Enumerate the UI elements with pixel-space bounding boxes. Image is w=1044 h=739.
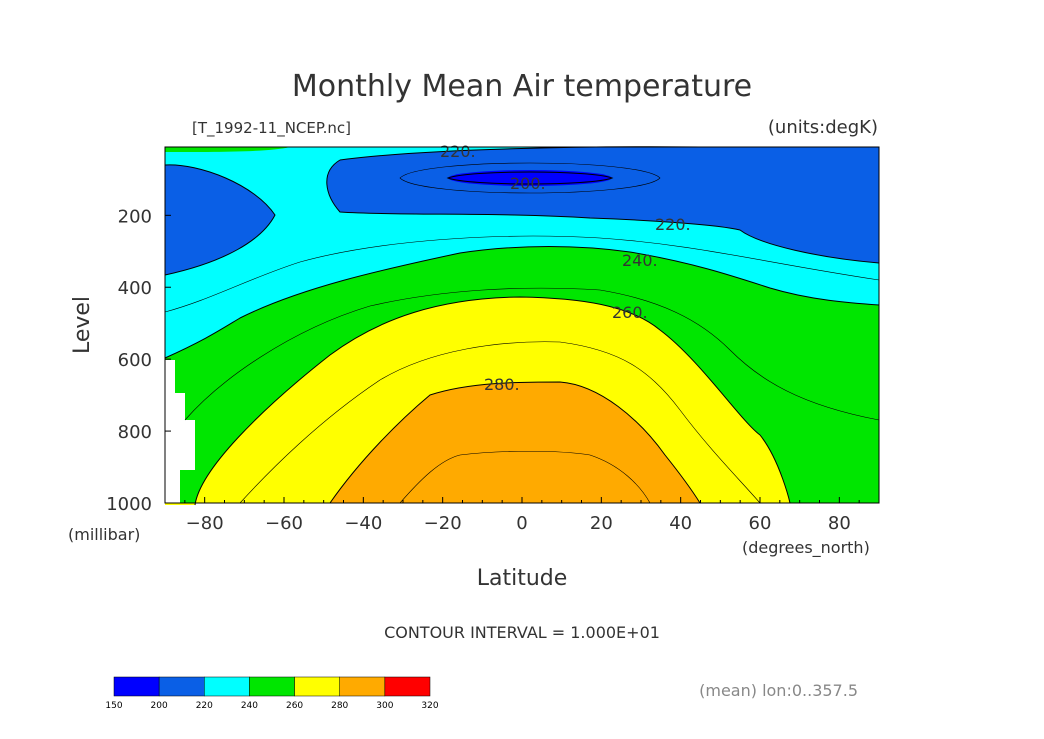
y-axis-title: Level xyxy=(70,296,95,354)
x-tick-label: 60 xyxy=(749,513,772,534)
fill-band-below-200 xyxy=(448,170,612,186)
colorbar-label: 240 xyxy=(241,701,258,711)
contour-line-230 xyxy=(164,235,880,313)
contour-line-220-left xyxy=(164,164,276,276)
y-tick-label: 400 xyxy=(118,278,152,299)
x-tick-label: −60 xyxy=(265,513,303,534)
fill-band-200-220-left xyxy=(165,164,275,275)
fill-band-280-300 xyxy=(330,382,700,503)
y-tick-label: 200 xyxy=(118,206,152,227)
y-tick-label: 600 xyxy=(118,350,152,371)
contour-lines xyxy=(164,146,880,506)
colorbar-swatch xyxy=(249,676,295,697)
x-tick-label: 40 xyxy=(669,513,692,534)
contour-line-280 xyxy=(329,381,701,504)
contour-labels: 220. 200. 220. 240. 260. 280. xyxy=(440,142,691,394)
y-tick-label: 1000 xyxy=(106,494,152,515)
contour-label: 220. xyxy=(655,215,691,234)
colorbar-swatch xyxy=(294,676,340,697)
contour-label: 200. xyxy=(510,174,546,193)
colorbar-swatch xyxy=(113,676,160,697)
colorbar-swatch xyxy=(384,676,431,697)
contour-line-250 xyxy=(184,287,880,421)
contour-label: 220. xyxy=(440,142,476,161)
footer-text: (mean) lon:0..357.5 xyxy=(699,681,858,700)
colorbar-swatch xyxy=(339,676,386,697)
colorbar-swatch xyxy=(158,676,205,697)
x-tick-label: −80 xyxy=(186,513,224,534)
colorbar-label: 280 xyxy=(331,701,348,711)
missing-data-region xyxy=(165,360,195,503)
contour-line-210 xyxy=(399,162,661,194)
y-tick-label: 800 xyxy=(118,422,152,443)
fill-band-240-260-top xyxy=(165,147,290,152)
x-axis-units: (degrees_north) xyxy=(742,538,870,558)
plot-area: 220. 200. 220. 240. 260. 280. xyxy=(164,142,880,506)
colorbar-label: 150 xyxy=(105,701,122,711)
x-axis: −80 −60 −40 −20 0 20 40 60 80 xyxy=(164,497,880,534)
contour-line-260 xyxy=(194,296,791,506)
colorbar-swatch xyxy=(204,676,250,697)
contour-label: 240. xyxy=(622,251,658,270)
x-tick-label: 80 xyxy=(828,513,851,534)
contour-interval-text: CONTOUR INTERVAL = 1.000E+01 xyxy=(384,623,660,642)
x-tick-label: 0 xyxy=(516,513,527,534)
units-label: (units:degK) xyxy=(768,117,878,138)
x-tick-label: −40 xyxy=(344,513,382,534)
source-label: [T_1992-11_NCEP.nc] xyxy=(192,119,351,138)
chart-title: Monthly Mean Air temperature xyxy=(292,69,752,104)
contour-label: 280. xyxy=(484,375,520,394)
colorbar-label: 220 xyxy=(196,701,213,711)
contour-line-200 xyxy=(446,171,614,185)
colorbar: 150 200 220 240 260 280 300 320 xyxy=(105,676,439,711)
colorbar-label: 200 xyxy=(151,701,168,711)
contour-line-290 xyxy=(399,450,651,504)
y-axis-units: (millibar) xyxy=(68,525,140,544)
x-axis-title: Latitude xyxy=(477,566,568,591)
colorbar-label: 300 xyxy=(376,701,393,711)
contour-line-270 xyxy=(239,341,761,504)
contour-line-240 xyxy=(164,246,880,359)
x-tick-label: −20 xyxy=(424,513,462,534)
colorbar-label: 260 xyxy=(286,701,303,711)
colorbar-label: 320 xyxy=(421,701,438,711)
y-axis: 200 400 600 800 1000 xyxy=(106,206,171,515)
contour-label: 260. xyxy=(612,303,648,322)
x-tick-label: 20 xyxy=(590,513,613,534)
